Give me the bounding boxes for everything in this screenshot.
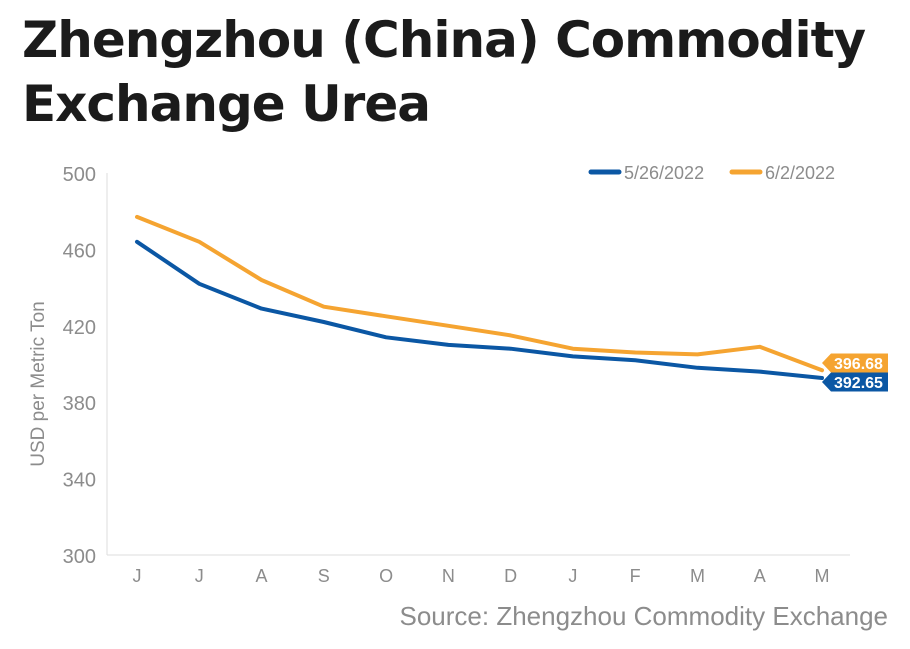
line-chart: 500 460 420 380 340 300 USD per Metric Ton J J A… xyxy=(28,163,888,586)
x-tick-label: N xyxy=(442,566,455,586)
series-line-1 xyxy=(135,239,824,380)
y-tick-label: 420 xyxy=(63,317,96,339)
x-tick-label: J xyxy=(195,566,204,586)
series-line-2 xyxy=(135,214,824,373)
x-tick-label: J xyxy=(133,566,142,586)
x-tick-label: A xyxy=(256,566,268,586)
y-axis: 500 460 420 380 340 300 USD per Metric Ton xyxy=(28,164,108,568)
end-label-series-2-tag xyxy=(822,353,888,373)
x-tick-label: D xyxy=(504,566,517,586)
end-label-series-1-tag xyxy=(822,372,888,392)
legend: 5/26/2022 6/2/2022 xyxy=(588,163,835,183)
series-lines xyxy=(135,214,824,380)
y-axis-title: USD per Metric Ton xyxy=(28,301,49,466)
x-tick-label: S xyxy=(318,566,330,586)
x-tick-label: J xyxy=(568,566,577,586)
end-label-series-1: 392.65 xyxy=(834,375,883,392)
end-label-series-2: 396.68 xyxy=(834,356,883,373)
y-tick-label: 500 xyxy=(63,164,96,186)
chart-title: Zhengzhou (China) Commodity Exchange Ure… xyxy=(22,11,866,133)
y-tick-label: 300 xyxy=(63,546,96,568)
x-tick-label: M xyxy=(690,566,705,586)
y-tick-label: 380 xyxy=(63,393,96,415)
legend-label-2: 6/2/2022 xyxy=(765,163,835,183)
x-tick-label: M xyxy=(815,566,830,586)
x-tick-label: F xyxy=(630,566,641,586)
x-tick-label: O xyxy=(379,566,393,586)
y-tick-label: 340 xyxy=(63,470,96,492)
legend-label-1: 5/26/2022 xyxy=(624,163,704,183)
x-tick-label: A xyxy=(754,566,766,586)
y-tick-label: 460 xyxy=(63,240,96,262)
source-note: Source: Zhengzhou Commodity Exchange xyxy=(399,601,889,631)
end-labels: 396.68 392.65 xyxy=(822,353,888,392)
